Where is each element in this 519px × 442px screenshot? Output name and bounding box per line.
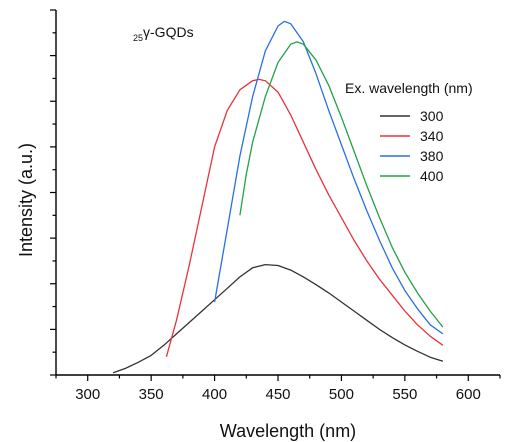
series-line-400 bbox=[239, 41, 444, 328]
legend-label-380: 380 bbox=[420, 148, 444, 164]
legend-label-400: 400 bbox=[420, 168, 444, 184]
axes: 300 350 400 450 500 550 600 bbox=[50, 9, 501, 403]
series-line-380 bbox=[213, 20, 444, 335]
series-layer bbox=[112, 20, 444, 374]
x-tick-label: 300 bbox=[75, 386, 100, 403]
legend: Ex. wavelength (nm) 300 340 380 400 bbox=[345, 80, 473, 184]
legend-label-300: 300 bbox=[420, 108, 444, 124]
x-tick-label: 500 bbox=[329, 386, 354, 403]
legend-label-340: 340 bbox=[420, 128, 444, 144]
legend-title: Ex. wavelength (nm) bbox=[345, 80, 473, 96]
series-line-340 bbox=[165, 78, 444, 357]
x-tick-label: 350 bbox=[139, 386, 164, 403]
x-tick-label: 600 bbox=[456, 386, 481, 403]
x-tick-label: 550 bbox=[392, 386, 417, 403]
annotation-label: 25γ-GQDs bbox=[133, 24, 194, 43]
series-line-300 bbox=[112, 263, 444, 374]
x-tick-label: 400 bbox=[202, 386, 227, 403]
x-tick-label: 450 bbox=[265, 386, 290, 403]
x-axis-title: Wavelength (nm) bbox=[220, 421, 356, 441]
y-axis-title: Intensity (a.u.) bbox=[16, 143, 36, 257]
